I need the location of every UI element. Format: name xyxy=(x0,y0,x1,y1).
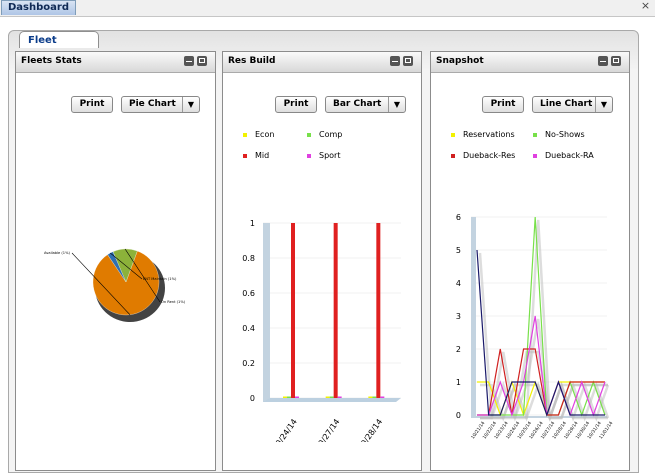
minimize-icon[interactable] xyxy=(184,56,194,66)
chart-wall xyxy=(471,217,476,418)
chart-floor xyxy=(263,398,401,402)
bar xyxy=(380,396,385,398)
legend-swatch xyxy=(451,132,455,137)
legend-item: Comp xyxy=(307,130,342,139)
series-shadow xyxy=(480,350,608,420)
y-tick-label: 1 xyxy=(456,378,461,387)
chart-type-select[interactable]: Line Chart ▼ xyxy=(532,96,613,113)
chevron-down-icon[interactable]: ▼ xyxy=(388,97,405,112)
legend-swatch xyxy=(243,153,247,158)
bar xyxy=(368,396,373,398)
y-tick-label: 0 xyxy=(456,411,461,420)
bar xyxy=(291,223,295,398)
series-line xyxy=(477,348,605,416)
chart-wall xyxy=(263,223,270,402)
maximize-icon[interactable] xyxy=(611,56,621,66)
line-chart: 012345610/21/1410/22/1410/23/1410/24/141… xyxy=(456,213,615,440)
y-tick-label: 5 xyxy=(456,246,461,255)
tab-fleet[interactable]: Fleet xyxy=(19,31,99,48)
pie-leader-line xyxy=(110,252,143,280)
y-tick-label: 3 xyxy=(456,312,461,321)
y-tick-label: 0.2 xyxy=(242,359,255,368)
bar xyxy=(295,396,299,398)
legend-label: Comp xyxy=(319,130,343,139)
print-button[interactable]: Print xyxy=(482,96,524,113)
snapshot-panel: Snapshot Print Line Chart ▼ Reservations… xyxy=(430,51,630,471)
chart-type-value: Line Chart xyxy=(540,99,593,109)
x-tick-label: 10/27/14 xyxy=(314,417,342,442)
window-title-bar: Dashboard × xyxy=(0,0,655,17)
panel-header: Fleets Stats xyxy=(16,52,215,73)
legend-item: Dueback-Res xyxy=(451,151,515,160)
series-line xyxy=(476,249,605,417)
fleets-stats-panel: Fleets Stats Print Pie Chart ▼ Available… xyxy=(15,51,216,471)
chart-type-value: Bar Chart xyxy=(333,99,382,109)
bar-chart: 0 0.2 0.4 0.6 0.8 1 10/24/14 10/27/14 10/28/14 xyxy=(242,219,401,442)
legend-item: Sport xyxy=(307,151,340,160)
bar xyxy=(287,396,291,398)
y-tick-label: 1 xyxy=(250,219,255,228)
bar xyxy=(337,396,342,398)
legend-label: Reservations xyxy=(463,130,515,139)
minimize-icon[interactable] xyxy=(598,56,608,66)
chevron-down-icon[interactable]: ▼ xyxy=(182,97,199,112)
maximize-icon[interactable] xyxy=(197,56,207,66)
pie-chart: Available (1%) ENT Maintain (1%) On Rent (… xyxy=(44,248,186,322)
y-tick-label: 2 xyxy=(456,345,461,354)
legend-label: Mid xyxy=(255,151,270,160)
legend-item: No-Shows xyxy=(533,130,585,139)
dashboard-tab[interactable]: Dashboard xyxy=(1,0,76,15)
legend-swatch xyxy=(533,153,537,158)
series-line xyxy=(477,315,606,417)
chart-type-select[interactable]: Bar Chart ▼ xyxy=(325,96,406,113)
bar xyxy=(325,396,330,398)
x-tick-label: 10/24/14 xyxy=(271,417,299,442)
panel-header: Snapshot xyxy=(431,52,629,73)
y-tick-label: 0.8 xyxy=(242,254,255,263)
legend-item: Dueback-RA xyxy=(533,151,594,160)
print-button[interactable]: Print xyxy=(275,96,317,113)
res-build-panel: Res Build Print Bar Chart ▼ Econ Comp Mid S… xyxy=(222,51,422,471)
bar xyxy=(372,396,377,398)
legend-item: Reservations xyxy=(451,130,515,139)
y-tick-label: 6 xyxy=(456,213,461,222)
legend-label: Sport xyxy=(319,151,341,160)
legend-swatch xyxy=(307,153,311,158)
chart-type-value: Pie Chart xyxy=(129,99,176,109)
legend-swatch xyxy=(307,132,311,137)
panel-title: Res Build xyxy=(228,56,276,66)
legend-label: Dueback-RA xyxy=(545,151,594,160)
pie-label: Available (1%) xyxy=(44,251,71,255)
legend-swatch xyxy=(533,132,537,137)
legend-item: Mid xyxy=(243,151,269,160)
bar xyxy=(283,396,287,398)
panel-title: Fleets Stats xyxy=(21,56,82,66)
y-tick-label: 0.4 xyxy=(242,324,255,333)
legend-swatch xyxy=(451,153,455,158)
pie-label: ENT Maintain (1%) xyxy=(143,277,177,281)
maximize-icon[interactable] xyxy=(403,56,413,66)
pie-leader-line xyxy=(124,248,161,303)
legend-swatch xyxy=(243,132,247,137)
chart-type-select[interactable]: Pie Chart ▼ xyxy=(121,96,200,113)
panel-header: Res Build xyxy=(223,52,421,73)
y-tick-label: 0 xyxy=(250,394,255,403)
bar xyxy=(333,223,338,398)
minimize-icon[interactable] xyxy=(390,56,400,66)
legend-label: No-Shows xyxy=(545,130,585,139)
close-icon[interactable]: × xyxy=(640,0,651,12)
x-tick-label: 10/28/14 xyxy=(356,417,384,442)
legend-item: Econ xyxy=(243,130,274,139)
panel-title: Snapshot xyxy=(436,56,484,66)
legend-label: Econ xyxy=(255,130,275,139)
y-tick-label: 4 xyxy=(456,279,461,288)
chevron-down-icon[interactable]: ▼ xyxy=(595,97,612,112)
bar xyxy=(376,223,381,398)
pie-leader-line xyxy=(71,252,131,315)
bar xyxy=(329,396,334,398)
print-button[interactable]: Print xyxy=(71,96,113,113)
legend-label: Dueback-Res xyxy=(463,151,516,160)
y-tick-label: 0.6 xyxy=(242,289,255,298)
pie-label: On Rent (1%) xyxy=(161,300,186,304)
